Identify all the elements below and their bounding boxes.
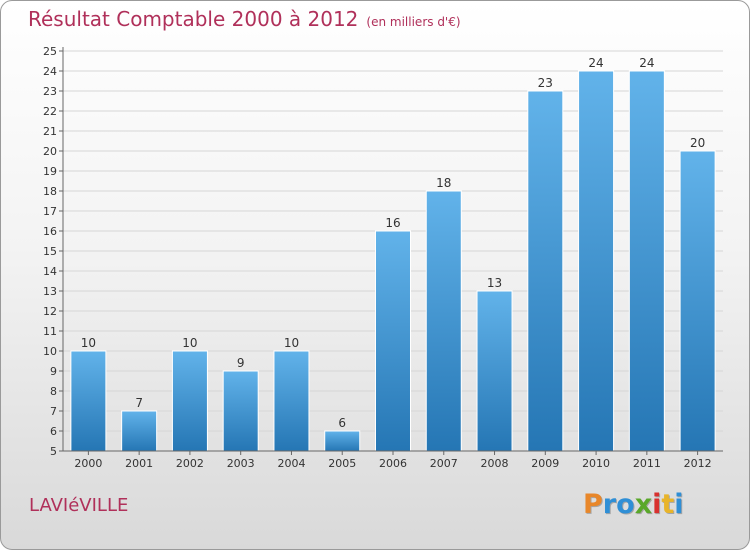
bar-value-label: 10 (182, 336, 197, 350)
bar-value-label: 23 (538, 76, 553, 90)
logo-letter: r (602, 489, 617, 520)
bar (578, 70, 615, 452)
x-tick-label: 2004 (277, 457, 305, 470)
y-tick-label: 19 (43, 165, 57, 178)
y-tick-label: 16 (43, 225, 57, 238)
y-tick-label: 5 (50, 445, 57, 458)
unit-label: (en milliers d'€) (366, 15, 461, 29)
bar (628, 70, 665, 452)
bar (527, 90, 564, 452)
y-tick-label: 24 (43, 65, 57, 78)
title-text: Résultat Comptable 2000 à 2012 (28, 7, 359, 31)
bar-value-label: 9 (237, 356, 245, 370)
y-tick-label: 11 (43, 325, 57, 338)
y-tick-label: 8 (50, 385, 57, 398)
bar-value-label: 6 (338, 416, 346, 430)
x-tick-label: 2001 (125, 457, 153, 470)
y-tick-label: 17 (43, 205, 57, 218)
y-tick-label: 15 (43, 245, 57, 258)
bar-value-label: 16 (385, 216, 400, 230)
bar (375, 230, 411, 452)
bar-value-label: 10 (81, 336, 96, 350)
bar (679, 150, 716, 452)
x-tick-label: 2012 (684, 457, 712, 470)
x-tick-label: 2011 (633, 457, 661, 470)
proxiti-logo: Proxiti (583, 489, 684, 520)
y-tick-label: 25 (43, 45, 57, 58)
logo-letter: i (674, 489, 684, 520)
y-tick-label: 10 (43, 345, 57, 358)
bar-value-label: 24 (639, 56, 654, 70)
x-tick-label: 2000 (74, 457, 102, 470)
x-tick-label: 2007 (430, 457, 458, 470)
bar (171, 350, 208, 452)
y-tick-label: 23 (43, 85, 57, 98)
x-tick-label: 2002 (176, 457, 204, 470)
bar-value-label: 18 (436, 176, 451, 190)
y-tick-label: 13 (43, 285, 57, 298)
y-tick-label: 21 (43, 125, 57, 138)
logo-letter: x (634, 489, 653, 520)
bar-value-label: 7 (135, 396, 143, 410)
bar (121, 410, 158, 452)
y-tick-label: 6 (50, 425, 57, 438)
bar (70, 350, 107, 452)
x-tick-label: 2005 (328, 457, 356, 470)
bar (425, 190, 462, 452)
bar-value-label: 13 (487, 276, 502, 290)
bar (222, 370, 259, 452)
x-tick-label: 2006 (379, 457, 407, 470)
commune-name: LAVIéVILLE (29, 495, 129, 516)
logo-letter: o (616, 489, 635, 520)
bars: 10 7 10 9 10 6 16 18 13 23 24 24 20 (70, 56, 716, 452)
bar-value-label: 24 (588, 56, 603, 70)
logo-letter: t (661, 489, 675, 520)
logo-letter: P (583, 489, 603, 520)
x-tick-label: 2003 (227, 457, 255, 470)
y-tick-label: 12 (43, 305, 57, 318)
bar (324, 430, 361, 452)
logo-letter: i (652, 489, 662, 520)
x-tick-label: 2009 (531, 457, 559, 470)
x-tick-label: 2008 (481, 457, 509, 470)
y-tick-label: 7 (50, 405, 57, 418)
bar-value-label: 10 (284, 336, 299, 350)
bar (476, 290, 513, 452)
y-tick-label: 22 (43, 105, 57, 118)
chart-title: Résultat Comptable 2000 à 2012 (en millie… (28, 7, 461, 31)
y-tick-label: 9 (50, 365, 57, 378)
y-tick-label: 14 (43, 265, 57, 278)
bar-value-label: 20 (690, 136, 705, 150)
y-tick-label: 20 (43, 145, 57, 158)
axes: 5 6 7 8 9 10 11 12 13 14 15 16 17 18 19 20 21 22 23 24 25 200… (43, 45, 723, 470)
bar (273, 350, 310, 452)
x-tick-label: 2010 (582, 457, 610, 470)
y-tick-label: 18 (43, 185, 57, 198)
